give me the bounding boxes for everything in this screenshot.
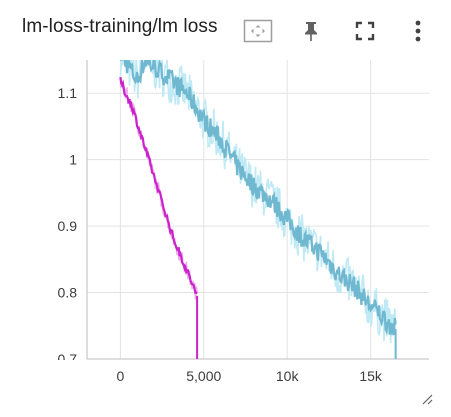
card-title: lm-loss-training/lm loss [22, 16, 218, 37]
x-tick-label: 15k [359, 368, 383, 384]
x-tick-label: 0 [116, 368, 124, 384]
fit-domain-button[interactable] [241, 14, 275, 48]
pin-icon [305, 22, 317, 41]
line-chart-svg[interactable]: 0 5,000 10k 15k 0.8 0.9 1 1.1 0.7 [0, 55, 451, 395]
x-tick-label: 5,000 [186, 368, 221, 384]
y-tick-label: 0.8 [58, 285, 78, 301]
pin-button[interactable] [294, 14, 328, 48]
line-chart[interactable]: 0 5,000 10k 15k 0.8 0.9 1 1.1 0.7 [0, 55, 451, 395]
x-tick-label: 10k [276, 368, 300, 384]
y-tick-label: 0.9 [58, 218, 78, 234]
y-tick-label: 1 [69, 152, 77, 168]
series-group [119, 60, 397, 359]
resize-handle[interactable] [419, 391, 433, 405]
resize-handle-icon [422, 394, 433, 405]
y-tick-label: 0.7 [58, 351, 78, 367]
card-header: lm-loss-training/lm loss [0, 0, 451, 60]
fit-domain-icon [243, 19, 273, 43]
series-0-raw-line [119, 60, 397, 344]
fullscreen-button[interactable] [348, 14, 382, 48]
more-options-button[interactable] [401, 14, 435, 48]
series-1-line [119, 76, 198, 295]
y-tick-label: 1.1 [58, 85, 78, 101]
fullscreen-icon [355, 21, 375, 41]
more-vert-icon [415, 20, 421, 42]
series-0-line [120, 60, 397, 336]
